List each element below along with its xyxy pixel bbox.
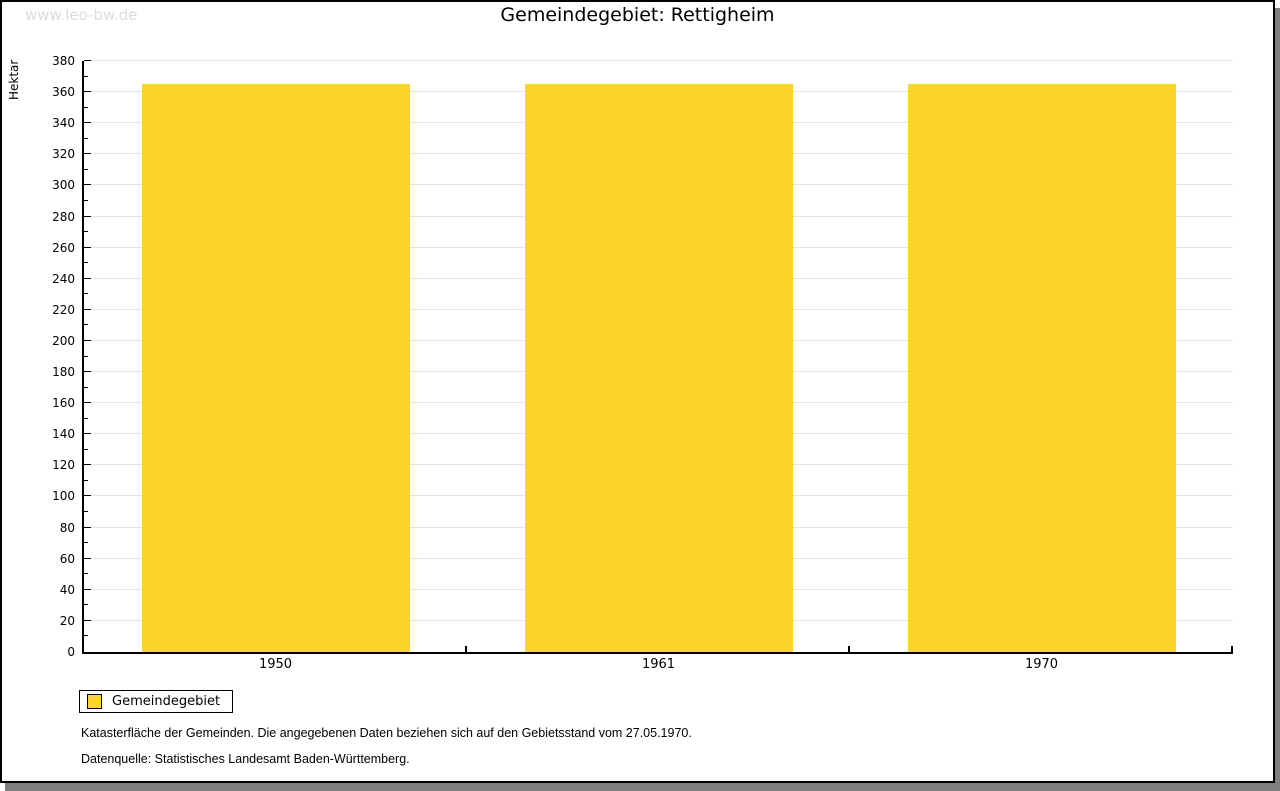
x-tick [1231,646,1233,652]
y-tick-label: 40 [59,582,75,597]
gridline [84,60,1233,61]
y-tick-major [84,246,91,248]
y-tick-label: 60 [59,551,75,566]
y-tick-major [84,60,91,61]
y-tick-minor [84,386,88,388]
y-tick-minor [84,137,88,139]
y-tick-label: 200 [52,333,75,348]
y-tick-minor [84,231,88,233]
y-tick-label: 340 [52,116,75,131]
x-tick [848,646,850,652]
y-tick-minor [84,75,88,77]
y-tick-major [84,153,91,155]
y-tick-minor [84,324,88,326]
x-tick-label: 1950 [258,657,293,672]
y-tick-major [84,215,91,217]
y-tick-label: 80 [59,520,75,535]
y-tick-minor [84,604,88,606]
y-tick-label: 260 [52,240,75,255]
y-tick-major [84,184,91,186]
y-tick-label: 140 [52,427,75,442]
plot-area [82,60,1233,654]
legend: Gemeindegebiet [79,690,234,713]
legend-label: Gemeindegebiet [112,694,221,709]
y-tick-major [84,277,91,279]
chart-title: Gemeindegebiet: Rettigheim [500,4,775,26]
y-tick-major [84,308,91,310]
y-tick-major [84,339,91,341]
y-tick-minor [84,635,88,637]
y-tick-minor [84,511,88,513]
y-tick-minor [84,573,88,575]
y-tick-major [84,495,91,497]
y-axis-title: Hektar [7,59,21,100]
y-tick-major [84,588,91,590]
y-tick-major [84,122,91,124]
y-tick-minor [84,293,88,295]
y-tick-label: 300 [52,178,75,193]
y-tick-major [84,464,91,466]
y-tick-label: 20 [59,613,75,628]
y-tick-minor [84,355,88,357]
y-tick-label: 100 [52,489,75,504]
bar-1950 [141,84,410,652]
y-tick-label: 0 [67,645,75,659]
y-tick-minor [84,417,88,419]
footer-source: Datenquelle: Statistisches Landesamt Bad… [81,752,410,766]
y-tick-minor [84,542,88,544]
y-tick-minor [84,168,88,170]
bar-1961 [524,84,793,652]
y-tick-major [84,91,91,93]
y-tick-major [84,371,91,373]
y-tick-major [84,402,91,404]
y-tick-minor [84,106,88,108]
y-tick-major [84,526,91,528]
y-tick-major [84,557,91,559]
y-tick-label: 120 [52,458,75,473]
y-tick-minor [84,199,88,201]
x-tick-label: 1961 [641,657,676,672]
y-tick-major [84,433,91,435]
y-tick-minor [84,262,88,264]
watermark: www.leo-bw.de [25,6,138,24]
y-tick-label: 360 [52,85,75,100]
y-tick-label: 240 [52,271,75,286]
x-tick-label: 1970 [1024,657,1059,672]
y-tick-minor [84,448,88,450]
y-tick-label: 380 [52,54,75,68]
bar-1970 [907,84,1176,652]
y-tick-label: 320 [52,147,75,162]
y-tick-major [84,619,91,621]
y-tick-label: 280 [52,209,75,224]
y-tick-minor [84,479,88,481]
y-tick-label: 220 [52,302,75,317]
footer-note: Katasterfläche der Gemeinden. Die angege… [81,726,692,740]
y-tick-label: 180 [52,365,75,380]
x-tick [465,646,467,652]
legend-swatch [87,694,102,709]
y-tick-label: 160 [52,396,75,411]
